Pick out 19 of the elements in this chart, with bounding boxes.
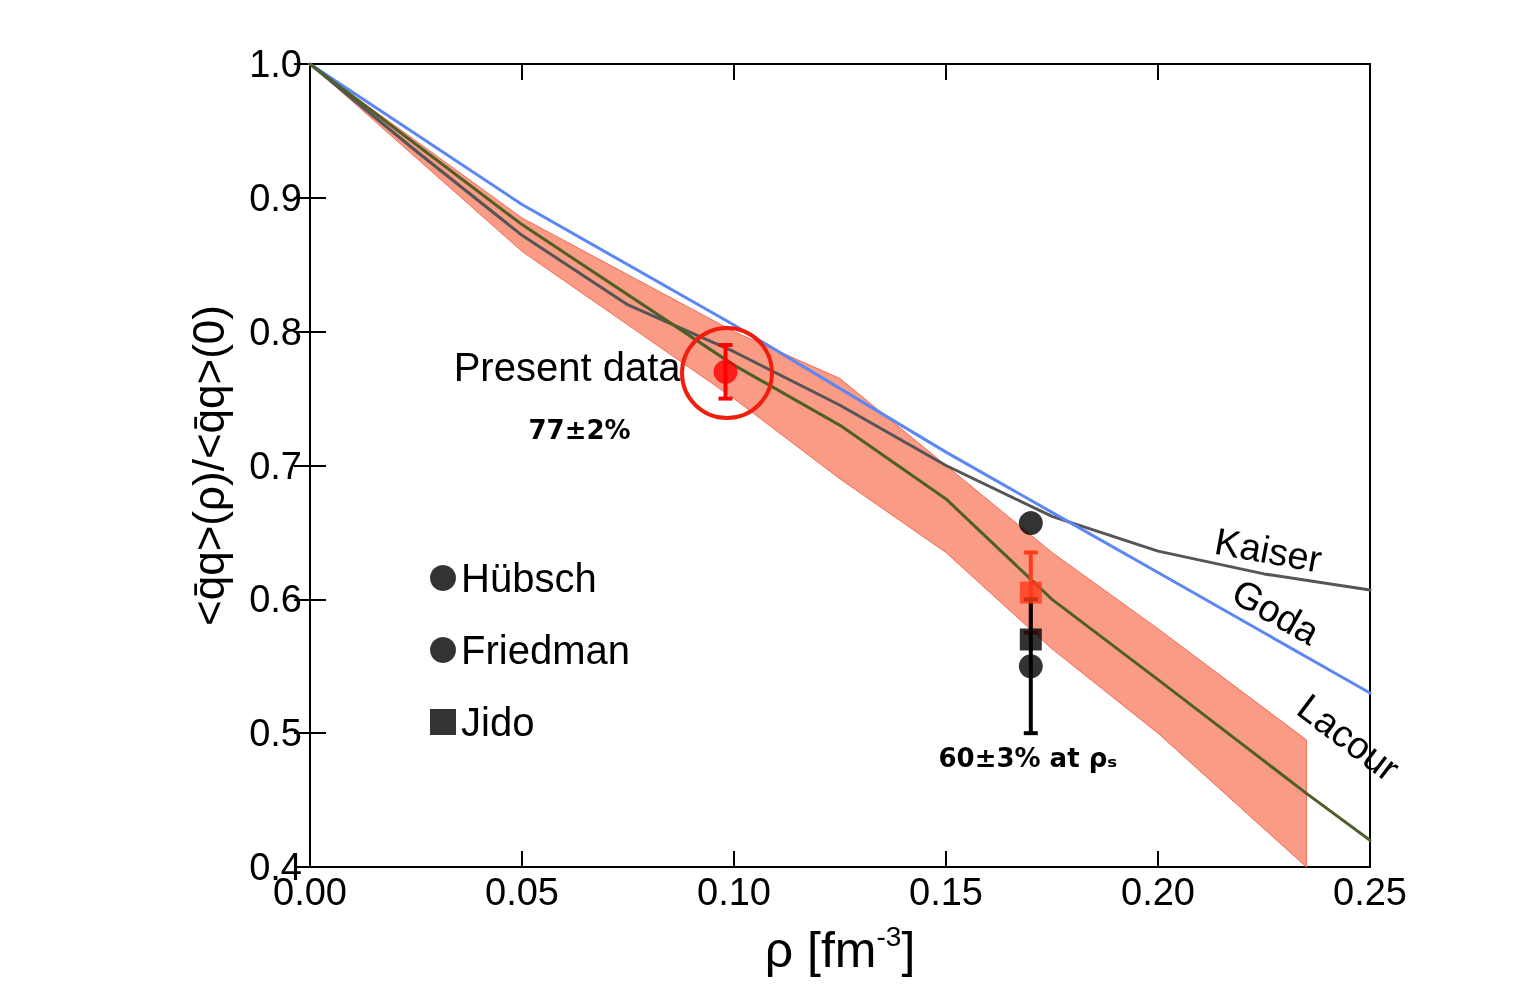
text: Kaiser xyxy=(1211,519,1326,581)
x-tick-label: 0.20 xyxy=(1121,871,1195,913)
y-tick-label: 0.8 xyxy=(249,310,302,353)
annotation: Present data xyxy=(453,344,682,389)
y-tick-label: 0.7 xyxy=(249,444,302,487)
y-tick-label: 0.9 xyxy=(249,176,302,219)
y-axis-title: <q̄q>(ρ)/<q̄q>(0) xyxy=(183,305,233,626)
y-tick-label: 0.5 xyxy=(249,712,302,755)
annotation: 60±3% at ρₛ xyxy=(938,742,1118,773)
legend-label: Hübsch xyxy=(461,556,597,600)
x-tick-label: 0.05 xyxy=(485,871,559,913)
y-tick-label: 1.0 xyxy=(249,43,302,85)
x-tick-label: 0.15 xyxy=(909,871,983,913)
legend-label: Jido xyxy=(461,700,535,744)
legend-label: Friedman xyxy=(461,628,630,672)
x-tick-label: 0.25 xyxy=(1333,871,1407,913)
x-tick-label: 0.10 xyxy=(697,871,771,913)
y-tick-label: 0.6 xyxy=(249,578,302,621)
annotation: 77±2% xyxy=(528,414,631,445)
